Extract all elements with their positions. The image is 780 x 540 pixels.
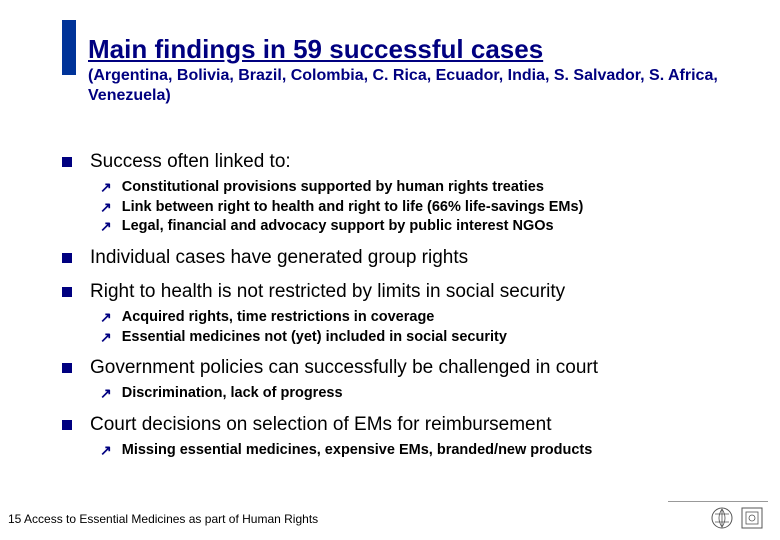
sub-item: ↗ Constitutional provisions supported by … — [100, 178, 750, 197]
footer-divider — [668, 501, 768, 502]
sub-item: ↗ Missing essential medicines, expensive … — [100, 441, 750, 460]
bullet-text: Individual cases have generated group ri… — [90, 246, 468, 270]
bullet-item: Government policies can successfully be … — [62, 356, 750, 380]
square-bullet-icon — [62, 363, 72, 373]
sub-item: ↗ Acquired rights, time restrictions in c… — [100, 308, 750, 327]
arrow-bullet-icon: ↗ — [100, 179, 112, 196]
sub-item: ↗ Legal, financial and advocacy support b… — [100, 217, 750, 236]
sub-text: Link between right to health and right t… — [122, 198, 584, 217]
square-bullet-icon — [62, 287, 72, 297]
arrow-bullet-icon: ↗ — [100, 442, 112, 459]
accent-bar — [62, 20, 76, 75]
bullet-item: Success often linked to: — [62, 150, 750, 174]
sub-text: Essential medicines not (yet) included i… — [122, 328, 507, 347]
sub-text: Constitutional provisions supported by h… — [122, 178, 544, 197]
square-bullet-icon — [62, 157, 72, 167]
sub-list: ↗ Missing essential medicines, expensive … — [100, 441, 750, 460]
bullet-text: Court decisions on selection of EMs for … — [90, 413, 551, 437]
partner-logo-icon — [740, 506, 764, 530]
footer-text: 15 Access to Essential Medicines as part… — [8, 512, 318, 526]
sub-text: Missing essential medicines, expensive E… — [122, 441, 593, 460]
sub-text: Legal, financial and advocacy support by… — [122, 217, 554, 236]
arrow-bullet-icon: ↗ — [100, 218, 112, 235]
bullet-text: Government policies can successfully be … — [90, 356, 598, 380]
bullet-item: Right to health is not restricted by lim… — [62, 280, 750, 304]
arrow-bullet-icon: ↗ — [100, 309, 112, 326]
bullet-item: Court decisions on selection of EMs for … — [62, 413, 750, 437]
bullet-text: Right to health is not restricted by lim… — [90, 280, 565, 304]
sub-item: ↗ Discrimination, lack of progress — [100, 384, 750, 403]
sub-item: ↗ Essential medicines not (yet) included … — [100, 328, 750, 347]
header: Main findings in 59 successful cases (Ar… — [88, 35, 740, 106]
who-logo-icon — [710, 506, 734, 530]
arrow-bullet-icon: ↗ — [100, 199, 112, 216]
sub-list: ↗ Acquired rights, time restrictions in c… — [100, 308, 750, 347]
sub-item: ↗ Link between right to health and right … — [100, 198, 750, 217]
square-bullet-icon — [62, 253, 72, 263]
sub-list: ↗ Discrimination, lack of progress — [100, 384, 750, 403]
content-area: Success often linked to: ↗ Constitutional … — [62, 150, 750, 470]
sub-text: Acquired rights, time restrictions in co… — [122, 308, 435, 327]
sub-text: Discrimination, lack of progress — [122, 384, 343, 403]
bullet-text: Success often linked to: — [90, 150, 291, 174]
arrow-bullet-icon: ↗ — [100, 329, 112, 346]
logo-group — [710, 506, 764, 530]
slide-subtitle: (Argentina, Bolivia, Brazil, Colombia, C… — [88, 66, 740, 106]
arrow-bullet-icon: ↗ — [100, 385, 112, 402]
sub-list: ↗ Constitutional provisions supported by … — [100, 178, 750, 237]
bullet-item: Individual cases have generated group ri… — [62, 246, 750, 270]
square-bullet-icon — [62, 420, 72, 430]
slide-title: Main findings in 59 successful cases — [88, 35, 740, 64]
